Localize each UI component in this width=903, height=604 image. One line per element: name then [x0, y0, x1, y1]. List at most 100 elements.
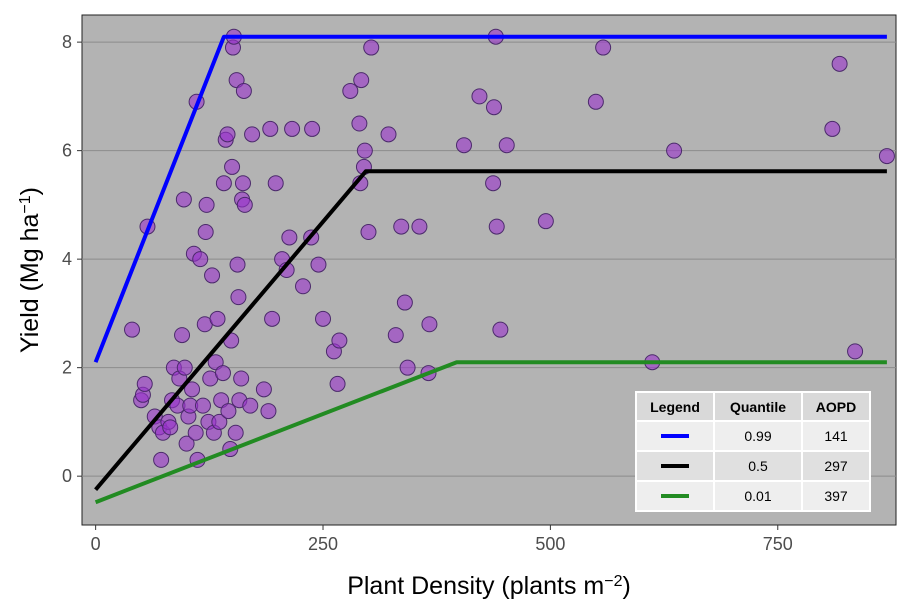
legend-header-cell-aopd: [801, 391, 871, 422]
data-point: [331, 332, 348, 349]
x-axis-title-suffix: ): [622, 572, 630, 600]
data-point: [233, 370, 250, 387]
data-point: [234, 175, 251, 192]
legend-quantile-3: 0.01: [744, 488, 771, 504]
data-point: [220, 403, 237, 420]
data-point: [329, 375, 346, 392]
y-axis-title-sup: −1: [17, 195, 34, 213]
data-point: [587, 93, 604, 110]
data-point: [342, 82, 359, 99]
data-point: [174, 327, 191, 344]
data-point: [492, 321, 509, 338]
legend-row-2-bg-b: [713, 450, 803, 482]
data-point: [824, 120, 841, 137]
data-point: [124, 321, 141, 338]
y-tick-label: 6: [62, 141, 72, 161]
x-tick-label: 250: [308, 534, 338, 554]
data-point: [267, 175, 284, 192]
data-point: [230, 289, 247, 306]
legend-header-cell-quantile: [713, 391, 803, 422]
data-point: [356, 142, 373, 159]
data-point: [387, 327, 404, 344]
data-point: [236, 196, 253, 213]
data-point: [488, 218, 505, 235]
data-point: [666, 142, 683, 159]
y-axis-title-main: Yield (Mg ha: [16, 213, 44, 353]
data-point: [393, 218, 410, 235]
legend-header-quantile: Quantile: [730, 399, 786, 415]
axis-ticks: 0 2 4 6 8 0 250 500 750: [62, 32, 793, 554]
data-point: [411, 218, 428, 235]
data-point: [214, 365, 231, 382]
data-point: [380, 126, 397, 143]
quantile-line: [94, 169, 887, 491]
data-point: [229, 256, 246, 273]
data-point: [421, 316, 438, 333]
y-tick-label: 2: [62, 358, 72, 378]
data-point: [353, 72, 370, 89]
data-point: [315, 310, 332, 327]
data-point: [396, 294, 413, 311]
data-point: [211, 413, 228, 430]
data-point: [351, 115, 368, 132]
data-point: [235, 82, 252, 99]
data-point: [153, 451, 170, 468]
data-point: [204, 267, 221, 284]
quantile-lines: [93, 34, 887, 505]
data-point: [178, 435, 195, 452]
data-point: [227, 424, 244, 441]
data-point: [184, 381, 201, 398]
legend-header-aopd: AOPD: [816, 399, 856, 415]
data-point: [194, 397, 211, 414]
y-tick-label: 4: [62, 249, 72, 269]
data-point: [162, 419, 179, 436]
data-point: [831, 55, 848, 72]
data-point: [224, 158, 241, 175]
data-point: [878, 148, 895, 165]
data-point: [255, 381, 272, 398]
y-axis-title: Yield (Mg ha−1): [16, 187, 44, 353]
data-point: [187, 424, 204, 441]
data-point: [244, 126, 261, 143]
x-axis-title-sup: −2: [604, 573, 622, 590]
x-tick-label: 0: [91, 534, 101, 554]
x-tick-label: 500: [535, 534, 565, 554]
x-axis-title-main: Plant Density (plants m: [347, 572, 604, 600]
legend-row-3-bg-c: [801, 480, 871, 512]
legend-quantile-1: 0.99: [744, 428, 771, 444]
x-tick-label: 750: [763, 534, 793, 554]
data-point: [215, 175, 232, 192]
y-tick-label: 0: [62, 466, 72, 486]
data-point: [399, 359, 416, 376]
data-point: [310, 256, 327, 273]
legend-aopd-1: 141: [824, 428, 848, 444]
data-point: [209, 310, 226, 327]
data-point: [284, 120, 301, 137]
data-point: [595, 39, 612, 56]
data-point: [537, 213, 554, 230]
data-point: [498, 137, 515, 154]
data-point: [192, 251, 209, 268]
data-point: [363, 39, 380, 56]
legend-row-1-bg-c: [801, 420, 871, 452]
data-point: [175, 191, 192, 208]
data-point: [260, 403, 277, 420]
x-axis-title: Plant Density (plants m−2): [347, 572, 631, 600]
data-point: [176, 359, 193, 376]
data-point: [471, 88, 488, 105]
legend-aopd-3: 397: [824, 488, 848, 504]
data-point: [304, 120, 321, 137]
data-point: [262, 120, 279, 137]
data-point: [219, 126, 236, 143]
data-point: [455, 137, 472, 154]
data-point: [136, 375, 153, 392]
data-point: [360, 224, 377, 241]
data-points: [124, 28, 895, 468]
data-point: [197, 224, 214, 241]
data-point: [485, 175, 502, 192]
data-point: [198, 196, 215, 213]
data-point: [847, 343, 864, 360]
data-point: [242, 397, 259, 414]
legend-header-legend: Legend: [650, 399, 700, 415]
